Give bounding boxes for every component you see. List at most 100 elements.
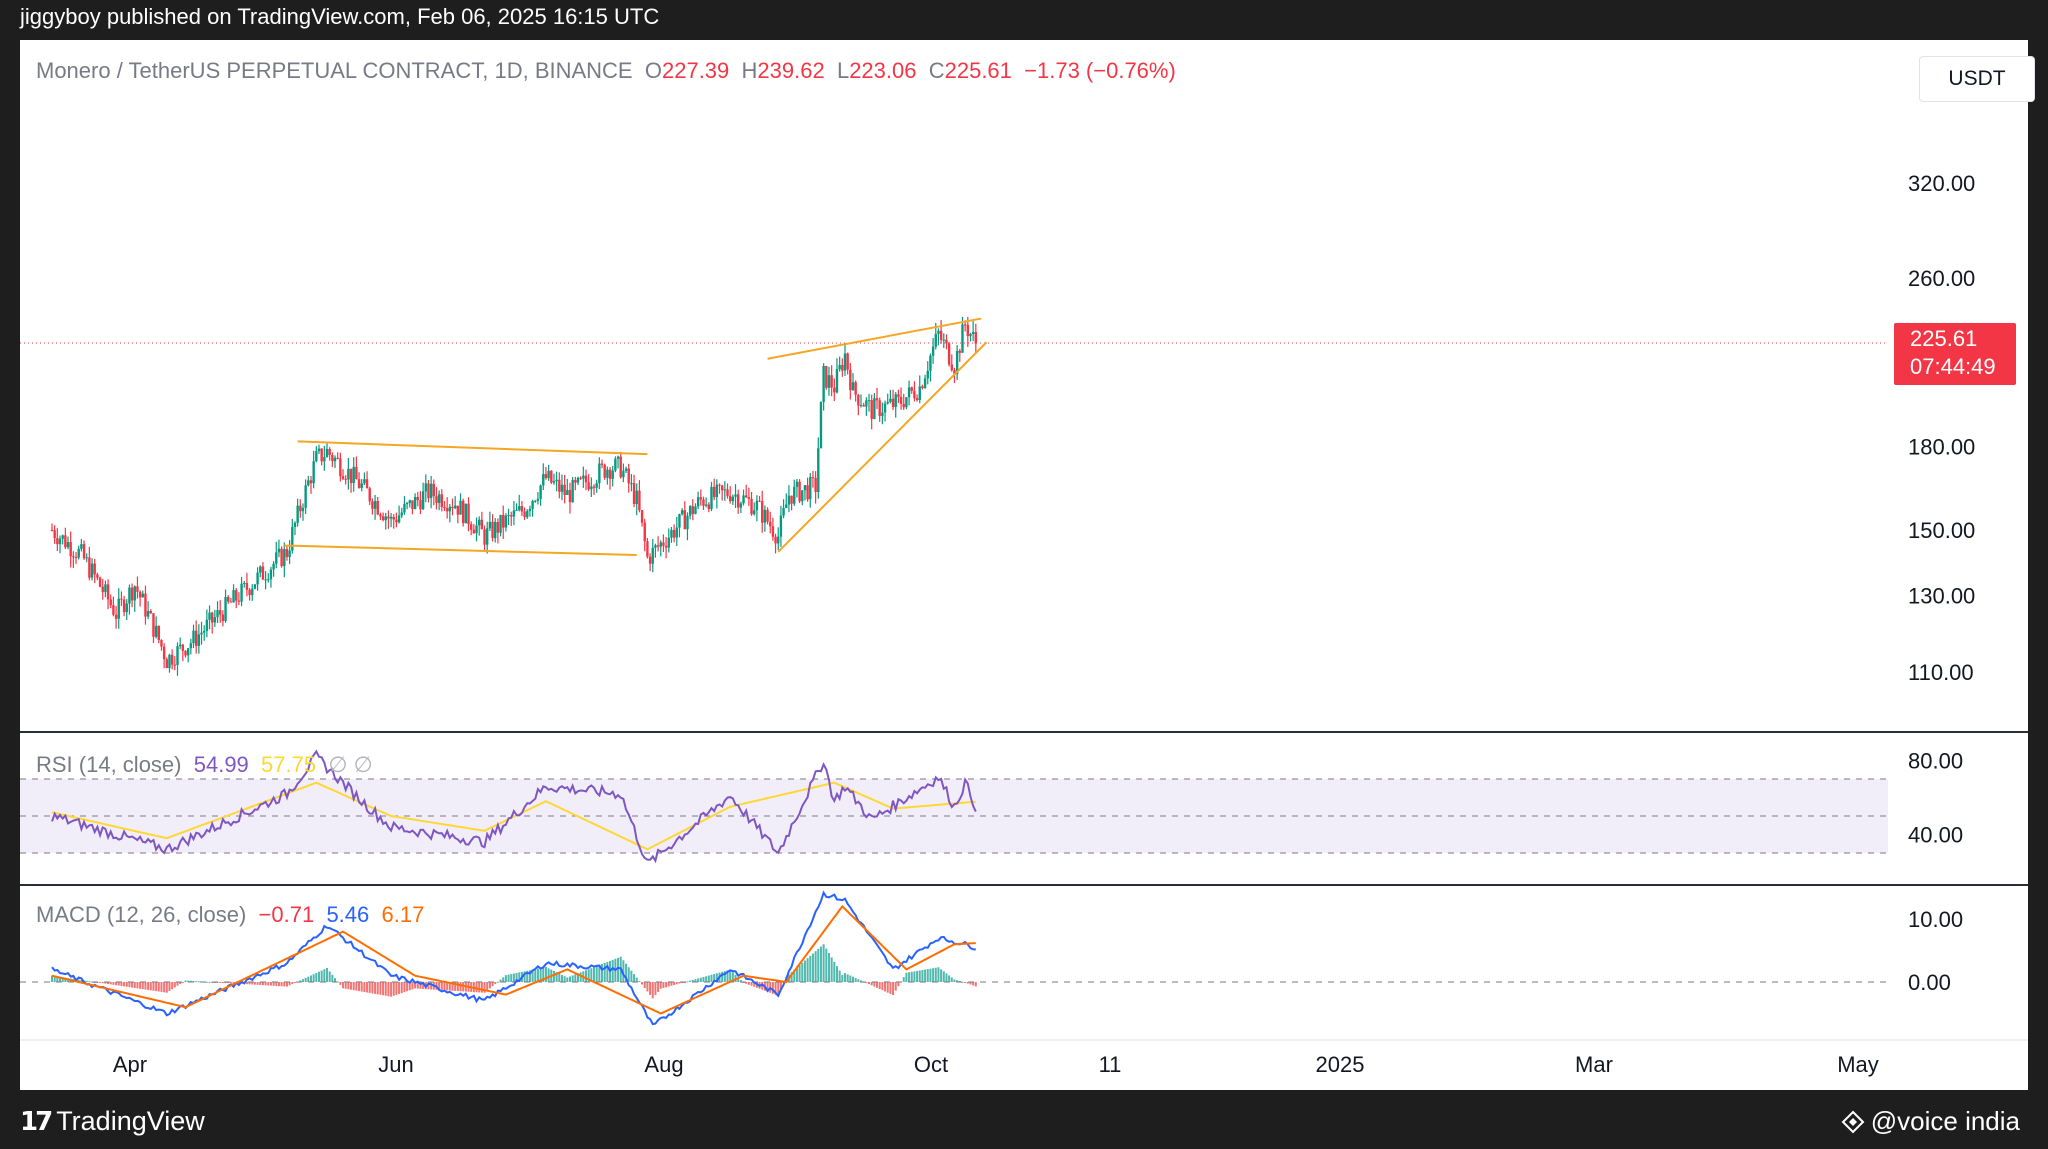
price-axis-label: 130.00 [1908,584,1975,609]
candle [451,506,454,509]
macd-hist-bar [502,977,505,982]
candle [307,480,310,486]
candle [480,519,484,530]
candle [50,529,54,531]
candle [243,582,246,584]
macd-hist-bar [739,980,742,982]
macd-hist-bar [408,982,411,991]
macd-hist-bar [339,982,342,985]
macd-hist-bar [534,969,537,982]
macd-hist-bar [649,982,652,995]
candle [339,458,342,477]
rsi-ma-line [51,781,976,851]
macd-hist-bar [53,976,56,982]
candle [176,646,179,666]
macd-hist-bar [264,982,267,986]
candle [80,544,83,549]
macd-hist-bar [125,982,128,987]
macd-hist-bar [221,982,224,983]
tradingview-logo[interactable]: 17 TradingView [20,1106,205,1137]
macd-hist-bar [932,968,935,982]
open-label: O [644,58,662,83]
candle [790,495,793,504]
candle [590,486,593,490]
macd-hist-bar [128,982,131,988]
macd-label[interactable]: MACD (12, 26, close) [36,902,247,927]
candle [961,324,964,353]
macd-hist-bar [163,982,166,993]
macd-hist-bar [617,957,620,982]
macd-hist-bar [568,976,571,982]
macd-hist-bar [889,982,892,994]
candle [950,364,953,371]
currency-button[interactable]: USDT [1919,56,2035,102]
candle [389,516,393,519]
rsi-axis-label: 80.00 [1908,749,1963,774]
macd-hist-bar [157,982,160,992]
macd-hist-bar [750,982,753,986]
macd-hist-bar [99,982,102,983]
macd-hist-bar [155,982,158,992]
candle [630,483,633,485]
candle [128,587,131,604]
candle [202,630,206,633]
macd-hist-bar [256,982,259,985]
candle [486,528,489,545]
candle [801,490,804,502]
candle [53,530,56,539]
candle [536,498,540,501]
bar-countdown: 07:44:49 [1910,354,1996,379]
macd-hist-bar [547,968,550,982]
candle [312,461,315,484]
rsi-axis-label: 40.00 [1908,823,1963,848]
macd-hist-bar [51,975,53,982]
candle [411,500,414,510]
candle [544,474,548,479]
candle [168,654,171,669]
macd-hist-bar [558,973,561,982]
macd-hist-bar [219,982,222,983]
symbol-label[interactable]: Monero / TetherUS PERPETUAL CONTRACT, 1D… [36,58,633,83]
candle [875,398,879,401]
price-legend: Monero / TetherUS PERPETUAL CONTRACT, 1D… [36,58,1176,84]
macd-hist-bar [657,982,660,992]
candle [173,664,177,666]
macd-hist-bar [355,982,358,991]
macd-hist-bar [331,974,334,982]
candle [870,400,873,419]
rsi-label[interactable]: RSI (14, close) [36,752,182,777]
candle [921,386,924,389]
macd-hist-bar [536,968,539,982]
candle [827,375,831,388]
macd-hist-bar [689,980,692,982]
candle [181,644,185,651]
candle [138,591,142,598]
rsi-value: 54.99 [193,752,249,777]
macd-hist-bar [195,981,198,983]
candle [88,557,91,578]
candle [379,514,382,517]
candle [923,378,927,389]
candle [216,610,219,618]
candle [955,350,959,375]
candle [600,463,604,465]
candle [526,511,529,518]
candle [371,501,374,509]
macd-axis-label: 10.00 [1908,907,1963,932]
candle [229,601,233,603]
candle [528,508,532,512]
candle [384,516,387,521]
macd-hist-bar [721,971,724,982]
candle [918,386,921,401]
candle [523,511,526,518]
macd-hist-bar [777,982,780,996]
candle [793,486,796,504]
candle [638,490,641,511]
candle [696,497,700,507]
candle [624,468,628,471]
macd-hist-bar [571,975,574,982]
candle [694,506,697,514]
chart-frame[interactable]: 320.00 260.00 180.00 150.00 130.00 110.00 Apr J… [20,40,2035,1090]
candle [728,496,732,502]
